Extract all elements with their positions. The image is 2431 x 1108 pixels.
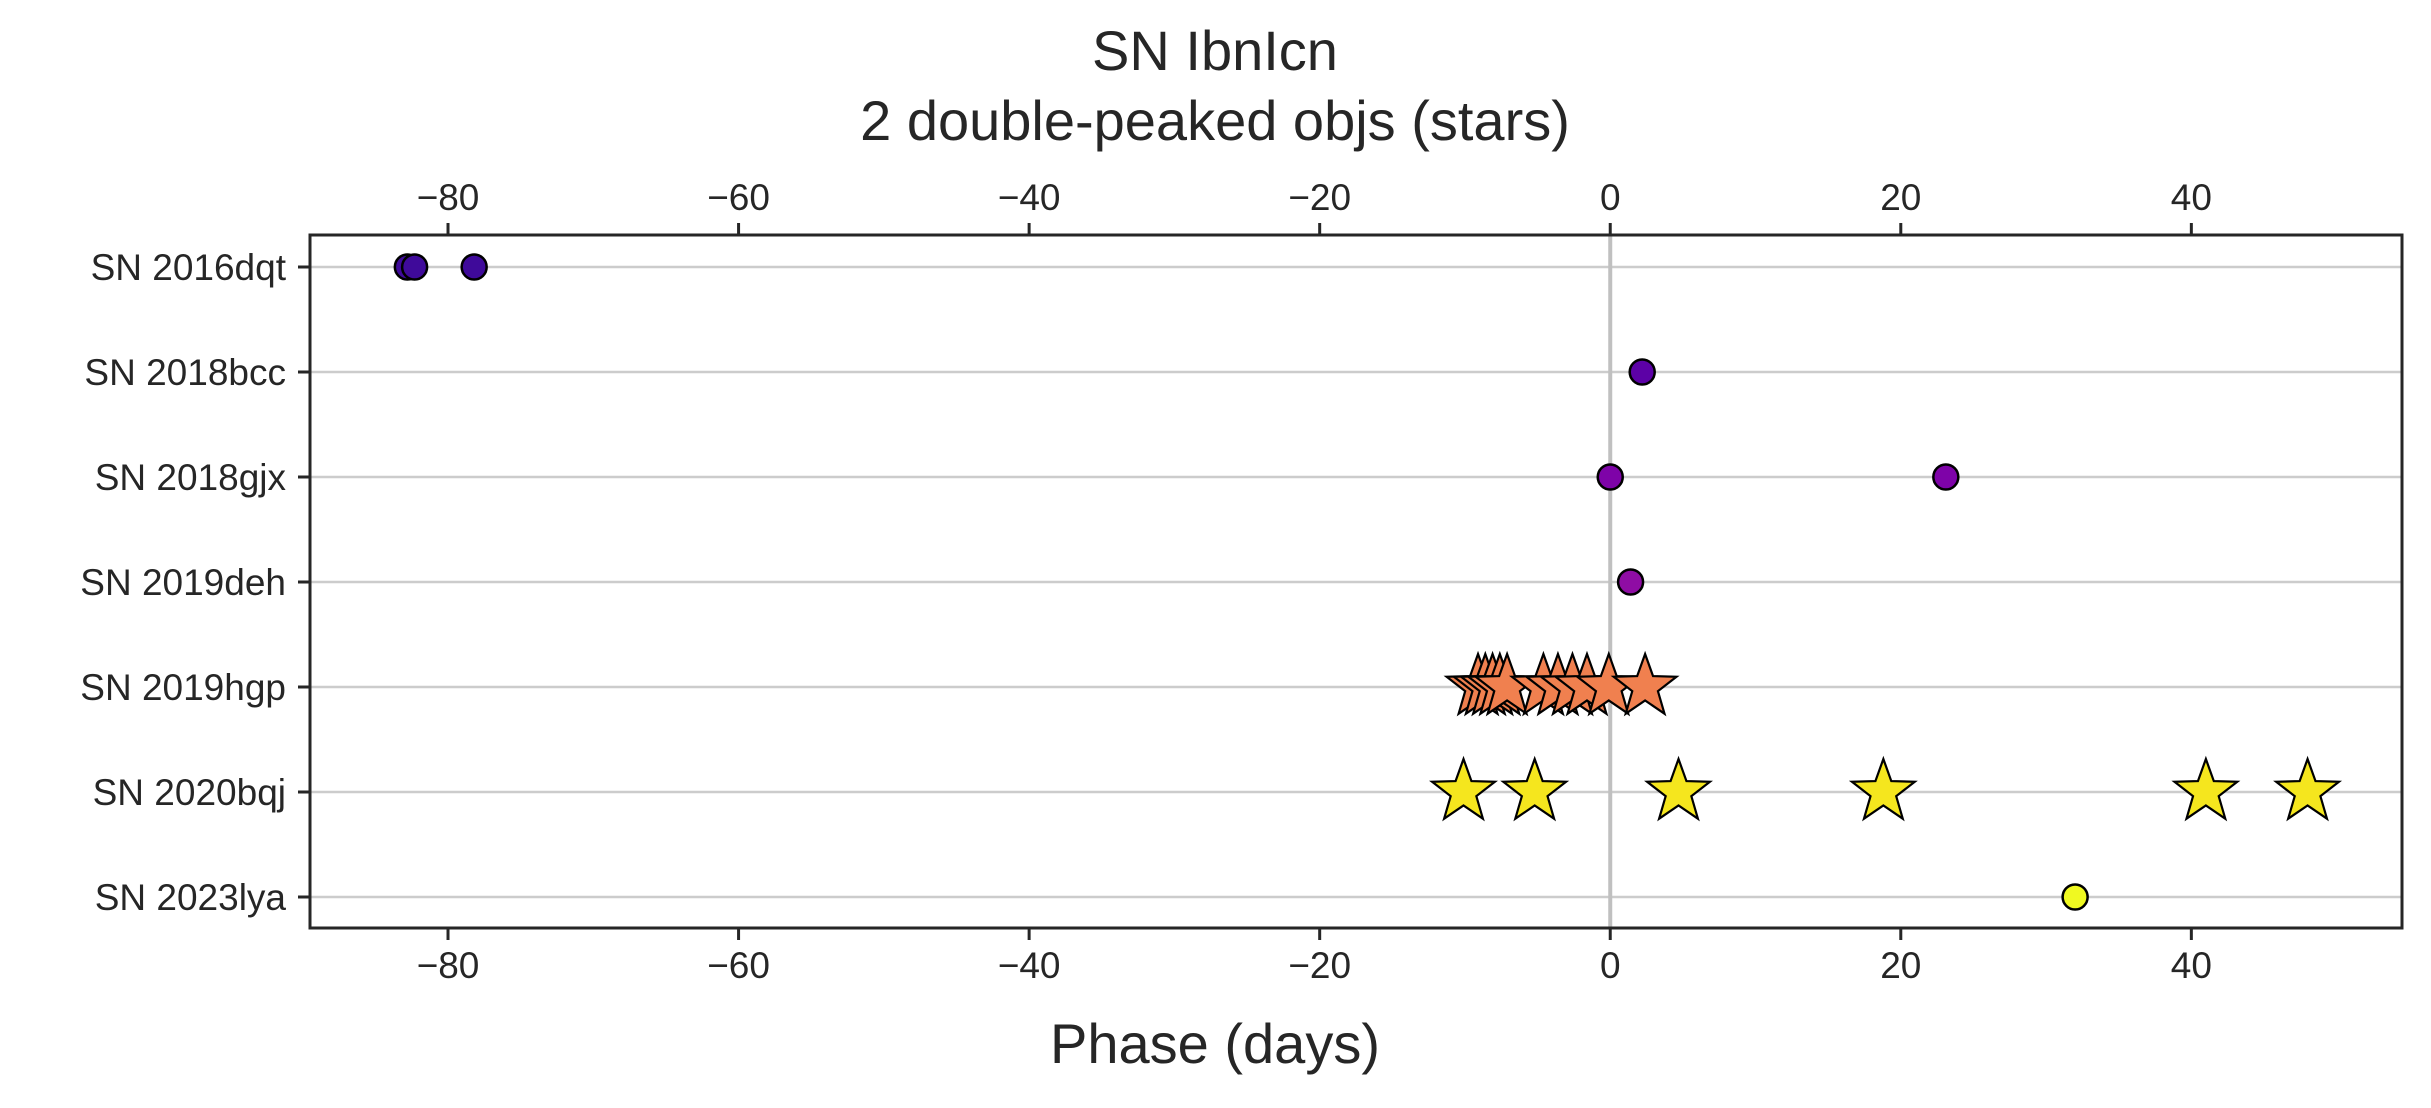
marks-layer <box>393 253 2343 911</box>
data-point-circle <box>1932 463 1960 491</box>
x-tick-label-bottom: −20 <box>1288 945 1351 986</box>
data-point-star <box>2273 755 2343 822</box>
data-point-star <box>1644 755 1713 822</box>
y-tick-label: SN 2019hgp <box>80 667 286 708</box>
y-tick-label: SN 2018bcc <box>84 352 286 393</box>
y-tick-label: SN 2016dqt <box>91 247 287 288</box>
x-tick-label-bottom: −40 <box>998 945 1061 986</box>
data-point-circle <box>400 253 429 281</box>
data-point-circle <box>2061 883 2089 911</box>
x-tick-label-bottom: 20 <box>1880 945 1921 986</box>
y-tick-label: SN 2023lya <box>95 877 287 918</box>
x-tick-label-top: 20 <box>1880 177 1921 218</box>
data-point-star <box>1610 650 1680 717</box>
x-tick-label-bottom: −60 <box>707 945 770 986</box>
data-point-circle <box>1616 568 1645 596</box>
y-tick-label: SN 2019deh <box>80 562 286 603</box>
x-tick-label-top: −80 <box>417 177 480 218</box>
chart-title: SN IbnIcn <box>1092 19 1338 82</box>
data-point-star <box>2171 755 2241 822</box>
grid-layer <box>310 265 2402 899</box>
data-point-circle <box>460 253 488 281</box>
data-point-star <box>1500 755 1570 822</box>
y-tick-label: SN 2020bqj <box>93 772 286 813</box>
axes-layer: −80 −80 −60 −60 −40 −40 −20 −20 0 0 20 20 40 40 SN 201… <box>80 177 2404 986</box>
data-point-circle <box>1628 358 1656 386</box>
data-point-circle <box>1596 463 1624 491</box>
x-axis-label: Phase (days) <box>1050 1012 1380 1075</box>
x-tick-label-bottom: −80 <box>417 945 480 986</box>
x-tick-label-top: 40 <box>2171 177 2212 218</box>
x-tick-label-top: −20 <box>1288 177 1351 218</box>
chart-subtitle: 2 double-peaked objs (stars) <box>860 89 1570 152</box>
data-point-star <box>1848 755 1918 822</box>
x-tick-label-top: 0 <box>1600 177 1621 218</box>
x-tick-label-bottom: 0 <box>1600 945 1621 986</box>
x-tick-label-bottom: 40 <box>2171 945 2212 986</box>
y-tick-label: SN 2018gjx <box>95 457 287 498</box>
x-tick-label-top: −60 <box>707 177 770 218</box>
x-tick-label-top: −40 <box>998 177 1061 218</box>
data-point-star <box>1429 755 1498 822</box>
